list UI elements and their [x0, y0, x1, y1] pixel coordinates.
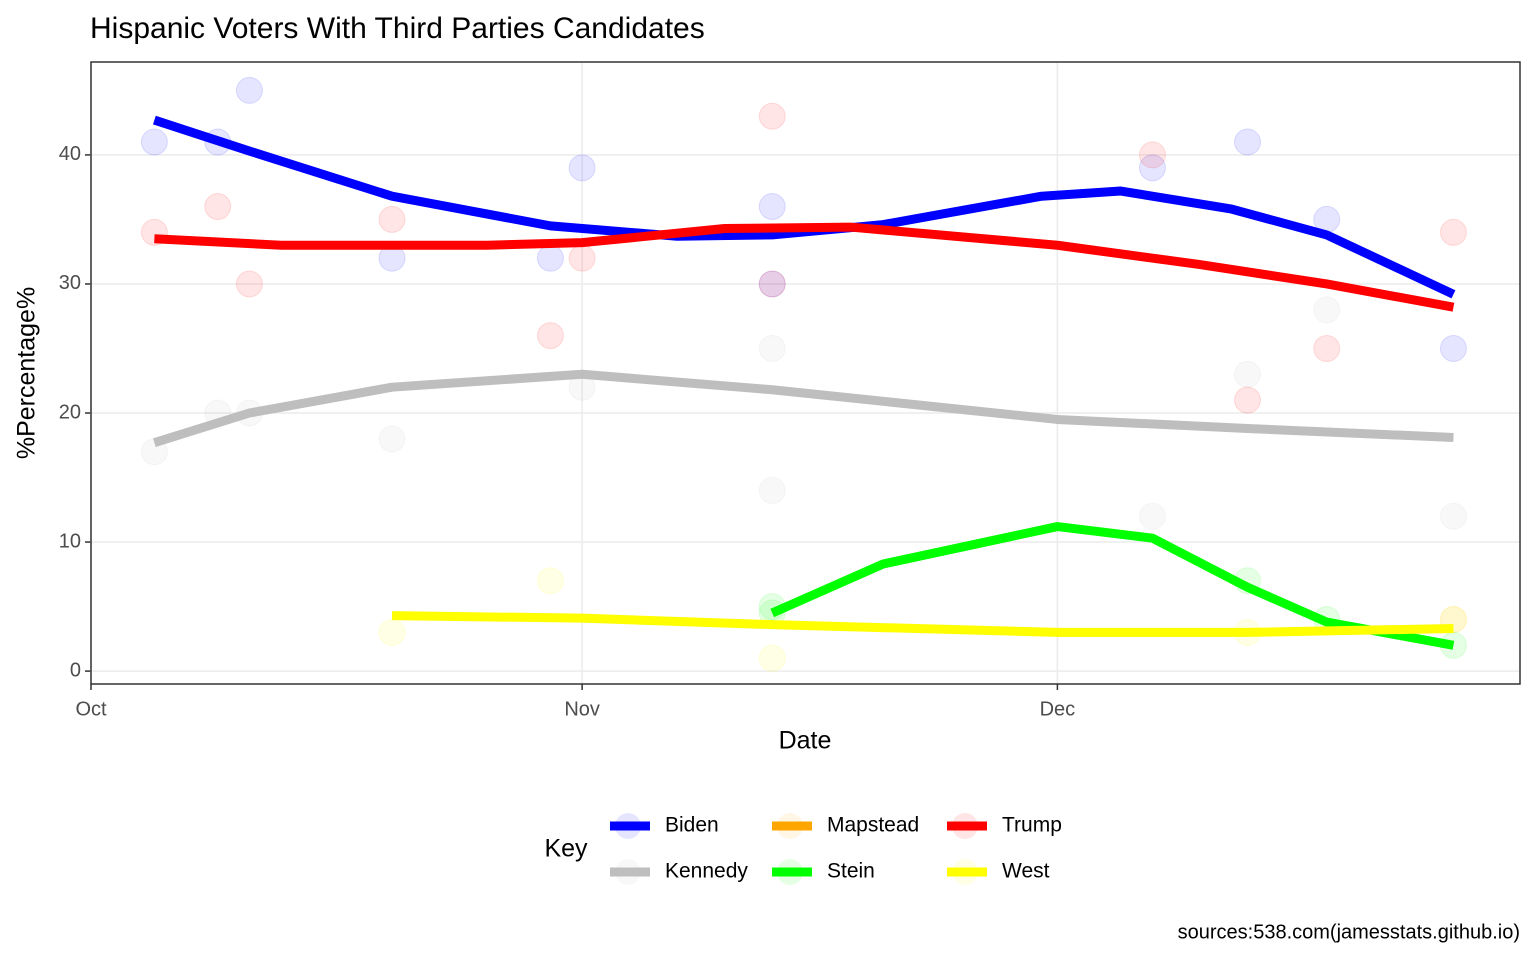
point: [1138, 502, 1166, 530]
legend-label: Stein: [827, 860, 875, 883]
y-tick-label: 0: [70, 659, 81, 681]
legend-label: Trump: [1002, 814, 1062, 837]
point: [536, 244, 564, 272]
point: [758, 270, 786, 298]
point: [536, 322, 564, 350]
caption: sources:538.com(jamesstats.github.io): [1178, 921, 1520, 943]
point: [758, 644, 786, 672]
point: [1234, 386, 1262, 414]
x-tick-label: Oct: [75, 698, 107, 720]
point: [1313, 296, 1341, 324]
y-tick-label: 40: [59, 143, 81, 165]
point: [1138, 154, 1166, 182]
point: [1138, 141, 1166, 169]
legend-label: Kennedy: [665, 860, 748, 883]
x-axis-label: Date: [779, 727, 832, 755]
point: [758, 193, 786, 221]
x-tick-label: Dec: [1040, 698, 1076, 720]
smooth-line: [153, 369, 1454, 447]
point: [568, 244, 596, 272]
point: [140, 128, 168, 156]
legend-label: Mapstead: [827, 814, 919, 837]
point: [758, 270, 786, 298]
y-tick-label: 10: [59, 530, 81, 552]
point: [1234, 128, 1262, 156]
smooth-line: [154, 222, 1455, 312]
y-tick-label: 20: [59, 401, 81, 423]
legend-label: West: [1002, 860, 1050, 883]
y-tick-label: 30: [59, 272, 81, 294]
point: [1439, 334, 1467, 362]
chart-title: Hispanic Voters With Third Parties Candi…: [90, 12, 705, 45]
legend-label: Biden: [665, 814, 719, 837]
panel-border: [90, 61, 1521, 685]
point: [758, 102, 786, 130]
point: [1439, 218, 1467, 246]
point: [204, 193, 232, 221]
y-axis-label: %Percentage%: [13, 287, 41, 459]
point: [235, 76, 263, 104]
point: [1439, 502, 1467, 530]
point: [378, 618, 406, 646]
point: [568, 154, 596, 182]
point: [536, 567, 564, 595]
point: [758, 476, 786, 504]
point: [235, 270, 263, 298]
point: [378, 425, 406, 453]
smooth-line: [391, 611, 1454, 637]
legend-title: Key: [544, 835, 588, 863]
point: [1313, 334, 1341, 362]
point: [1234, 360, 1262, 388]
x-tick-label: Nov: [564, 698, 600, 720]
point: [378, 205, 406, 233]
smooth-line: [770, 522, 1455, 650]
point: [758, 334, 786, 362]
